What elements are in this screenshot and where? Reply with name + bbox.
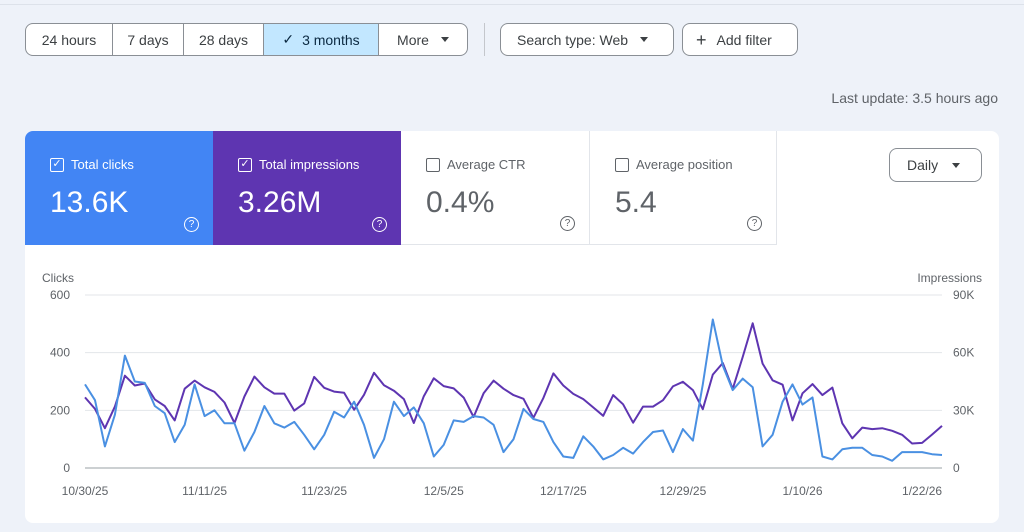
search-type-label: Search type: Web [517, 31, 629, 48]
x-axis-tick-label: 11/11/25 [182, 484, 227, 498]
caret-down-icon [640, 37, 649, 42]
caret-down-icon [440, 37, 449, 42]
left-axis-title: Clicks [42, 271, 74, 285]
x-axis-tick-label: 1/22/26 [902, 484, 942, 498]
range-24-hours[interactable]: 24 hours [26, 24, 113, 55]
left-axis-tick-label: 0 [63, 461, 70, 475]
help-icon[interactable]: ? [184, 217, 199, 232]
help-icon[interactable]: ? [372, 217, 387, 232]
left-axis-tick-label: 600 [50, 288, 70, 302]
average-ctr-label: Average CTR [447, 157, 526, 172]
metric-average-position[interactable]: Average position 5.4 ? [590, 131, 777, 245]
add-filter-label: Add filter [716, 31, 772, 48]
left-axis-tick-label: 400 [50, 346, 70, 360]
check-icon: ✓ [282, 31, 295, 47]
range-more-dropdown[interactable]: More [379, 24, 467, 55]
total-impressions-value: 3.26M [238, 186, 322, 219]
range-7-days-label: 7 days [127, 31, 169, 48]
performance-card: ✓ Total clicks 13.6K ? ✓ Total impressions… [25, 131, 999, 523]
right-axis-tick-label: 30K [953, 403, 974, 417]
left-axis-tick-label: 200 [50, 403, 70, 417]
range-3-months[interactable]: ✓ 3 months [264, 24, 379, 55]
performance-chart: 0 0 200 30K 400 60K 600 90K Clicks Impressions 10/… [42, 271, 982, 498]
total-impressions-label: Total impressions [259, 157, 360, 172]
x-axis-tick-label: 1/10/26 [782, 484, 822, 498]
metric-total-impressions[interactable]: ✓ Total impressions 3.26M ? [213, 131, 401, 245]
average-position-value: 5.4 [615, 186, 657, 219]
top-divider [0, 4, 1024, 5]
right-axis-tick-label: 60K [953, 346, 974, 360]
x-axis-tick-label: 12/5/25 [424, 484, 464, 498]
granularity-dropdown[interactable]: Daily [889, 148, 982, 182]
total-clicks-label: Total clicks [71, 157, 134, 172]
toolbar-divider [484, 23, 485, 56]
checkbox-checked-icon[interactable]: ✓ [50, 157, 64, 172]
caret-down-icon [952, 162, 961, 168]
metric-total-clicks[interactable]: ✓ Total clicks 13.6K ? [25, 131, 213, 245]
checkbox-unchecked-icon[interactable] [615, 157, 629, 172]
average-ctr-value: 0.4% [426, 186, 495, 219]
help-icon[interactable]: ? [560, 216, 575, 231]
range-7-days[interactable]: 7 days [113, 24, 184, 55]
x-axis-tick-label: 10/30/25 [62, 484, 109, 498]
average-position-label: Average position [636, 157, 733, 172]
total-clicks-value: 13.6K [50, 186, 129, 219]
checkbox-unchecked-icon[interactable] [426, 157, 440, 172]
clicks-series-line [84, 318, 943, 462]
search-type-dropdown[interactable]: Search type: Web [500, 23, 674, 56]
average-ctr-header: Average CTR [426, 157, 526, 172]
x-axis-tick-label: 12/29/25 [660, 484, 707, 498]
right-axis-title: Impressions [917, 271, 982, 285]
x-axis-tick-label: 12/17/25 [540, 484, 587, 498]
range-28-days[interactable]: 28 days [184, 24, 264, 55]
x-axis-tick-label: 11/23/25 [301, 484, 347, 498]
plus-icon: + [696, 29, 707, 50]
range-28-days-label: 28 days [198, 31, 249, 48]
add-filter-button[interactable]: + Add filter [682, 23, 798, 56]
right-axis-tick-label: 0 [953, 461, 960, 475]
total-clicks-header: ✓ Total clicks [50, 157, 134, 172]
last-update-text: Last update: 3.5 hours ago [831, 90, 998, 106]
range-3-months-label: 3 months [302, 31, 360, 48]
checkbox-checked-icon[interactable]: ✓ [238, 157, 252, 172]
average-position-header: Average position [615, 157, 733, 172]
metric-average-ctr[interactable]: Average CTR 0.4% ? [401, 131, 590, 245]
range-more-label: More [397, 31, 429, 48]
granularity-label: Daily [907, 157, 939, 173]
total-impressions-header: ✓ Total impressions [238, 157, 359, 172]
range-24-hours-label: 24 hours [41, 31, 97, 48]
help-icon[interactable]: ? [747, 216, 762, 231]
date-range-selector: 24 hours 7 days 28 days ✓ 3 months More [25, 23, 468, 56]
impressions-series-line [84, 322, 943, 445]
right-axis-tick-label: 90K [953, 288, 974, 302]
